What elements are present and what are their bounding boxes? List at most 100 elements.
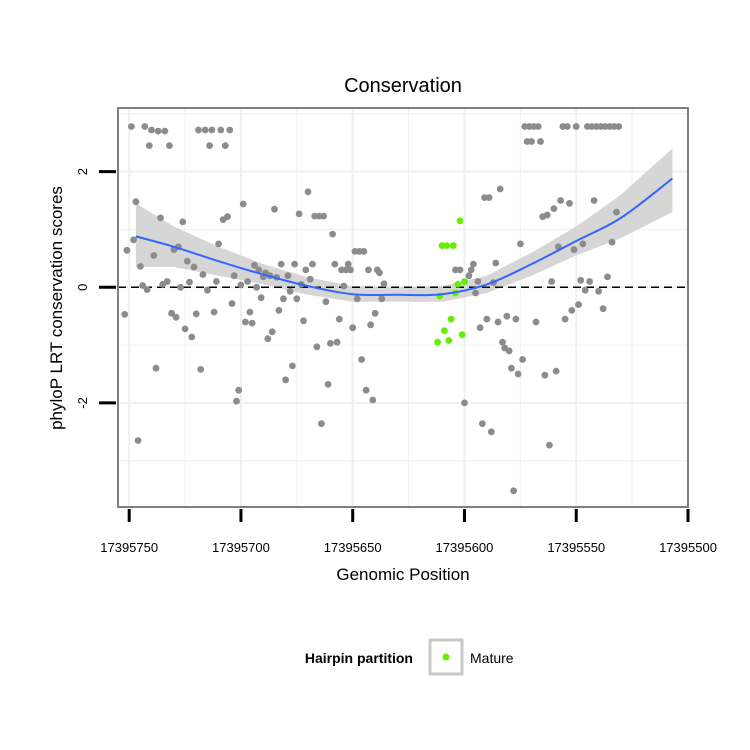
data-point — [470, 260, 477, 268]
data-point — [253, 283, 260, 291]
data-point — [541, 371, 549, 379]
data-point — [367, 321, 374, 329]
data-point — [546, 441, 553, 449]
data-point — [309, 260, 316, 268]
data-point — [132, 198, 140, 206]
data-point — [492, 259, 500, 267]
data-point — [127, 123, 135, 130]
data-point — [268, 328, 276, 336]
data-point — [137, 263, 144, 270]
data-point — [333, 338, 341, 346]
data-point — [302, 266, 310, 274]
x-tick-label: 17395650 — [324, 540, 382, 555]
data-point — [380, 280, 388, 288]
data-point — [510, 487, 517, 495]
data-point — [503, 312, 511, 320]
data-point — [226, 126, 234, 134]
data-point — [318, 420, 325, 428]
data-point — [461, 399, 468, 407]
data-point — [378, 295, 386, 303]
data-point — [289, 362, 296, 370]
plot-area — [118, 108, 688, 507]
confidence-ribbon — [135, 148, 673, 302]
data-point — [172, 313, 180, 321]
data-point — [465, 272, 473, 280]
y-axis-label: phyloP LRT conservation scores — [47, 186, 66, 430]
data-point — [577, 276, 585, 284]
data-point — [550, 205, 558, 213]
data-point — [291, 260, 298, 268]
data-point — [568, 307, 576, 314]
legend-label-mature: Mature — [470, 650, 514, 666]
x-tick-label: 17395550 — [547, 540, 605, 555]
data-point — [282, 376, 289, 384]
data-point — [327, 340, 334, 347]
x-axis: 17395750 17395700 17395650 17395600 17395550… — [100, 509, 717, 555]
data-point — [496, 185, 504, 193]
data-point — [362, 386, 370, 394]
x-axis-label: Genomic Position — [336, 565, 469, 584]
mature-point — [454, 281, 462, 288]
data-point — [322, 298, 330, 306]
data-point — [242, 318, 249, 326]
data-point — [552, 367, 560, 375]
data-point — [476, 324, 484, 332]
data-point — [190, 263, 198, 271]
data-point — [235, 386, 243, 394]
data-point — [344, 260, 352, 268]
legend-title: Hairpin partition — [305, 650, 413, 666]
data-point — [561, 315, 569, 323]
data-point — [215, 240, 223, 248]
mature-point — [449, 242, 457, 250]
mature-point — [434, 338, 441, 346]
data-point — [177, 283, 185, 291]
data-point — [534, 123, 542, 130]
chart-title: Conservation — [344, 75, 462, 97]
mature-point — [458, 331, 466, 339]
data-point — [183, 257, 191, 265]
data-point — [376, 269, 383, 277]
data-point — [293, 295, 301, 303]
x-tick-label: 17395750 — [100, 540, 158, 555]
data-point — [208, 126, 216, 134]
data-point — [358, 356, 365, 363]
x-tick-label: 17395700 — [212, 540, 270, 555]
data-point — [313, 343, 321, 351]
data-point — [519, 356, 526, 363]
data-point — [306, 275, 314, 283]
data-point — [280, 295, 287, 303]
data-point — [130, 236, 138, 244]
data-point — [304, 188, 312, 196]
data-point — [264, 335, 272, 343]
data-point — [575, 301, 582, 308]
data-point — [121, 311, 129, 318]
x-tick-label: 17395500 — [659, 540, 717, 555]
data-point — [152, 364, 160, 372]
data-point — [324, 381, 332, 388]
data-point — [161, 127, 169, 135]
data-point — [230, 272, 238, 280]
data-point — [143, 286, 151, 293]
data-point — [320, 212, 327, 220]
data-point — [608, 238, 616, 246]
mature-point — [456, 217, 464, 225]
data-point — [163, 278, 171, 285]
data-point — [224, 213, 231, 221]
data-point — [474, 278, 482, 285]
data-point — [499, 338, 506, 346]
data-point — [508, 364, 515, 372]
data-point — [543, 211, 551, 219]
data-point — [197, 366, 205, 373]
data-point — [186, 278, 193, 286]
data-point — [537, 138, 544, 145]
data-point — [277, 260, 285, 268]
data-point — [581, 286, 589, 294]
data-point — [246, 308, 254, 316]
data-point — [563, 123, 571, 130]
data-point — [206, 142, 214, 150]
data-point — [472, 289, 479, 297]
data-point — [479, 420, 486, 428]
data-point — [599, 305, 607, 313]
data-point — [335, 315, 343, 323]
